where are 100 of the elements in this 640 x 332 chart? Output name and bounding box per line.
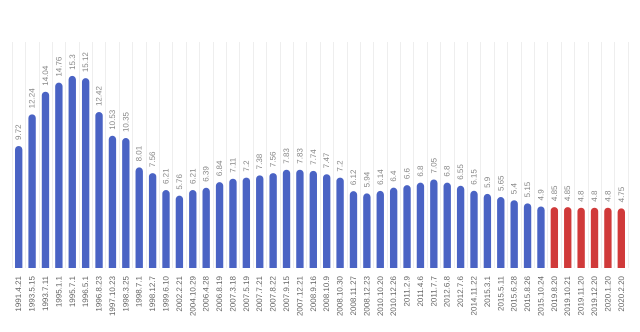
x-tick-label: 2010.12.26	[389, 275, 398, 316]
x-tick-label: 2015.5.11	[496, 275, 506, 311]
bar	[68, 76, 76, 268]
bar	[202, 188, 210, 268]
bar	[350, 191, 358, 268]
x-tick-label: 1993.5.15	[28, 275, 37, 312]
x-tick-label: 2020.2.20	[616, 275, 626, 312]
bar	[430, 179, 438, 268]
data-label: 6.15	[470, 168, 478, 185]
data-label: 5.9	[482, 176, 492, 188]
bar	[42, 92, 50, 268]
x-tick-label: 2008.11.27	[348, 275, 358, 316]
bar	[108, 136, 116, 268]
data-label: 6.21	[162, 168, 170, 184]
x-tick-label: 2015.6.28	[510, 275, 519, 312]
bar	[82, 78, 90, 268]
data-label: 12.42	[94, 85, 104, 106]
x-tick-label: 2007.8.22	[268, 275, 278, 312]
bar	[136, 167, 143, 268]
bar	[282, 170, 290, 268]
data-label: 7.11	[228, 157, 238, 173]
data-label: 4.85	[563, 184, 572, 202]
data-label: 7.47	[322, 152, 332, 168]
data-label: 14.04	[40, 65, 50, 86]
x-tick-label: 2019.8.20	[550, 275, 559, 312]
bar	[604, 208, 612, 268]
bar	[336, 178, 344, 268]
bar	[497, 197, 504, 268]
x-tick-label: 2020.1.20	[603, 275, 612, 312]
bar	[216, 182, 224, 268]
x-tick-label: 2019.11.20	[576, 275, 586, 316]
data-label: 6.55	[456, 164, 466, 180]
bar	[376, 190, 384, 268]
data-label: 6.8	[442, 164, 452, 177]
x-tick-label: 1995.1.1	[54, 275, 64, 308]
data-label: 6.84	[215, 160, 224, 176]
data-label: 7.38	[255, 153, 264, 170]
x-tick-label: 2019.12.20	[590, 275, 600, 316]
x-tick-label: 2008.10.30	[336, 275, 345, 316]
bar	[148, 173, 156, 268]
bar	[510, 200, 518, 268]
x-tick-label: 1998.12.7	[148, 275, 158, 312]
data-label: 5.15	[523, 181, 532, 198]
bar	[590, 208, 598, 268]
x-tick-label: 2011.4.6	[416, 275, 425, 307]
x-tick-label: 2008.10.9	[322, 275, 332, 312]
x-tick-label: 2007.12.21	[295, 275, 304, 316]
data-label: 15.3	[68, 54, 77, 70]
bar	[296, 170, 304, 268]
bar	[189, 190, 196, 268]
data-label: 6.8	[416, 164, 425, 177]
bar	[162, 190, 170, 268]
bar	[577, 208, 585, 268]
bar	[524, 203, 532, 268]
x-tick-label: 2006.8.19	[215, 275, 224, 312]
bar	[618, 208, 625, 268]
data-label: 4.8	[576, 190, 586, 202]
bar	[28, 114, 36, 268]
data-label: 6.39	[202, 166, 211, 182]
data-label: 6.6	[402, 167, 412, 180]
data-label: 4.8	[590, 190, 600, 202]
data-label: 10.35	[121, 111, 130, 132]
data-label: 7.2	[336, 160, 345, 172]
data-label: 15.12	[81, 52, 90, 72]
bar	[444, 182, 451, 268]
bar	[15, 146, 22, 268]
x-tick-label: 2007.3.18	[228, 275, 238, 312]
data-label: 6.14	[376, 168, 385, 185]
data-label: 7.83	[295, 148, 304, 164]
bar	[310, 170, 317, 268]
bar	[484, 194, 492, 268]
x-tick-label: 2015.8.26	[523, 275, 532, 312]
x-tick-label: 2008.9.16	[308, 275, 318, 312]
data-label: 4.75	[616, 186, 626, 202]
bar	[176, 196, 184, 268]
x-tick-label: 1996.5.1	[81, 275, 90, 308]
x-tick-label: 2012.7.6	[456, 275, 466, 308]
x-tick-label: 1995.7.1	[68, 275, 77, 308]
x-tick-label: 1993.7.11	[40, 275, 50, 311]
data-label: 7.56	[148, 150, 158, 168]
x-tick-label: 2015.3.1	[482, 275, 492, 308]
x-tick-label: 2012.6.8	[442, 275, 452, 308]
data-label: 7.83	[282, 148, 292, 164]
data-label: 4.85	[550, 184, 559, 202]
data-label: 4.8	[603, 190, 612, 202]
bar	[323, 174, 330, 268]
bar	[456, 186, 464, 268]
x-tick-label: 2004.10.29	[188, 275, 198, 316]
data-label: 10.53	[108, 109, 117, 130]
bar	[390, 188, 398, 268]
data-label: 6.12	[348, 169, 358, 186]
bar	[363, 193, 371, 268]
x-tick-label: 2002.2.21	[174, 275, 184, 312]
bar	[416, 182, 424, 268]
data-label: 5.76	[174, 174, 184, 190]
bar	[242, 178, 250, 268]
x-tick-label: 1998.3.25	[121, 275, 130, 312]
data-label: 4.9	[536, 188, 546, 200]
data-label: 5.94	[362, 171, 372, 188]
bar	[537, 206, 545, 268]
